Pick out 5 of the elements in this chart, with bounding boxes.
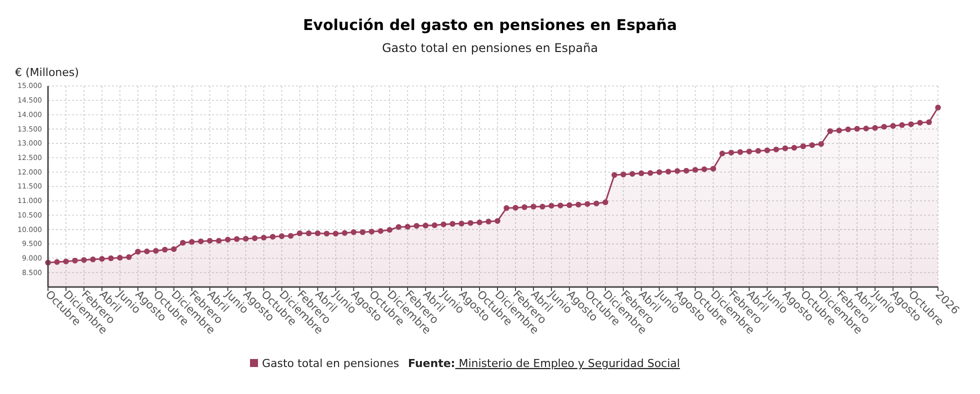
- chart-subtitle: Gasto total en pensiones en España: [382, 41, 598, 55]
- chart-title: Evolución del gasto en pensiones en España: [302, 16, 678, 34]
- source-note: Fuente: Ministerio de Empleo y Seguridad Social: [408, 357, 680, 370]
- legend-label: Gasto total en pensiones: [262, 357, 400, 370]
- y-axis-title: € (Millones): [15, 66, 79, 79]
